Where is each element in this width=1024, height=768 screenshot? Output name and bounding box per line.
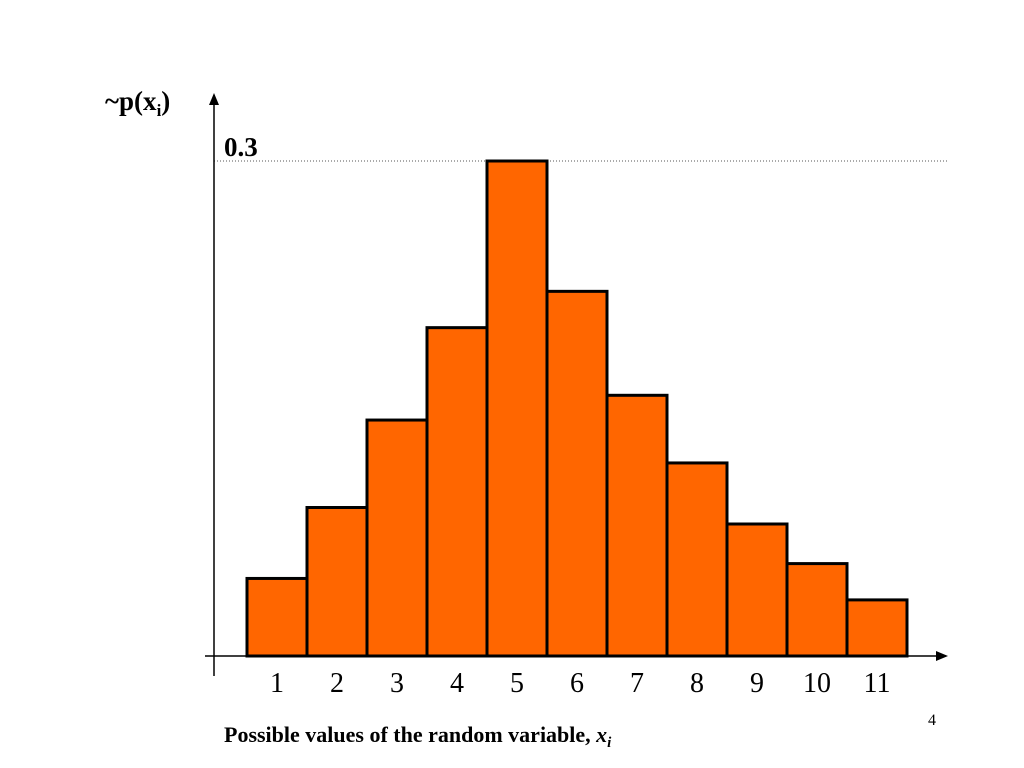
bar-10: [785, 562, 849, 658]
bar-5: [485, 159, 549, 658]
x-axis-title-subscript: i: [607, 735, 612, 751]
x-tick-label-7: 7: [630, 668, 644, 699]
bar-7: [605, 393, 669, 658]
x-tick-label-6: 6: [570, 668, 584, 699]
x-axis-title-variable: x: [595, 722, 607, 747]
bar-1: [245, 576, 309, 658]
bar-9: [725, 522, 789, 658]
bars-group: [245, 159, 909, 658]
bar-11: [845, 598, 909, 658]
y-axis-title-close: ): [161, 86, 170, 116]
y-axis-title: ~p(xi): [105, 86, 170, 120]
bar-4: [425, 326, 489, 658]
x-tick-labels: 1 2 3 4 5 6 7 8 9 10 11: [270, 668, 890, 699]
x-tick-label-8: 8: [690, 668, 704, 699]
y-axis-title-subscript: i: [157, 101, 162, 120]
x-tick-label-11: 11: [864, 668, 891, 699]
bar-3: [365, 418, 429, 658]
x-tick-label-5: 5: [510, 668, 524, 699]
x-tick-label-1: 1: [270, 668, 284, 699]
y-axis-title-main: ~p(x: [105, 86, 157, 116]
bar-8: [665, 461, 729, 658]
bar-6: [545, 289, 609, 658]
x-tick-label-9: 9: [750, 668, 764, 699]
x-axis-title-text: Possible values of the random variable,: [224, 722, 596, 747]
bar-2: [305, 506, 369, 658]
x-tick-label-3: 3: [390, 668, 404, 699]
x-axis-title: Possible values of the random variable, …: [224, 722, 612, 751]
x-tick-label-2: 2: [330, 668, 344, 699]
reference-line-label: 0.3: [224, 132, 258, 162]
x-tick-label-4: 4: [450, 668, 464, 699]
x-tick-label-10: 10: [803, 668, 831, 699]
page-number: 4: [928, 712, 936, 729]
